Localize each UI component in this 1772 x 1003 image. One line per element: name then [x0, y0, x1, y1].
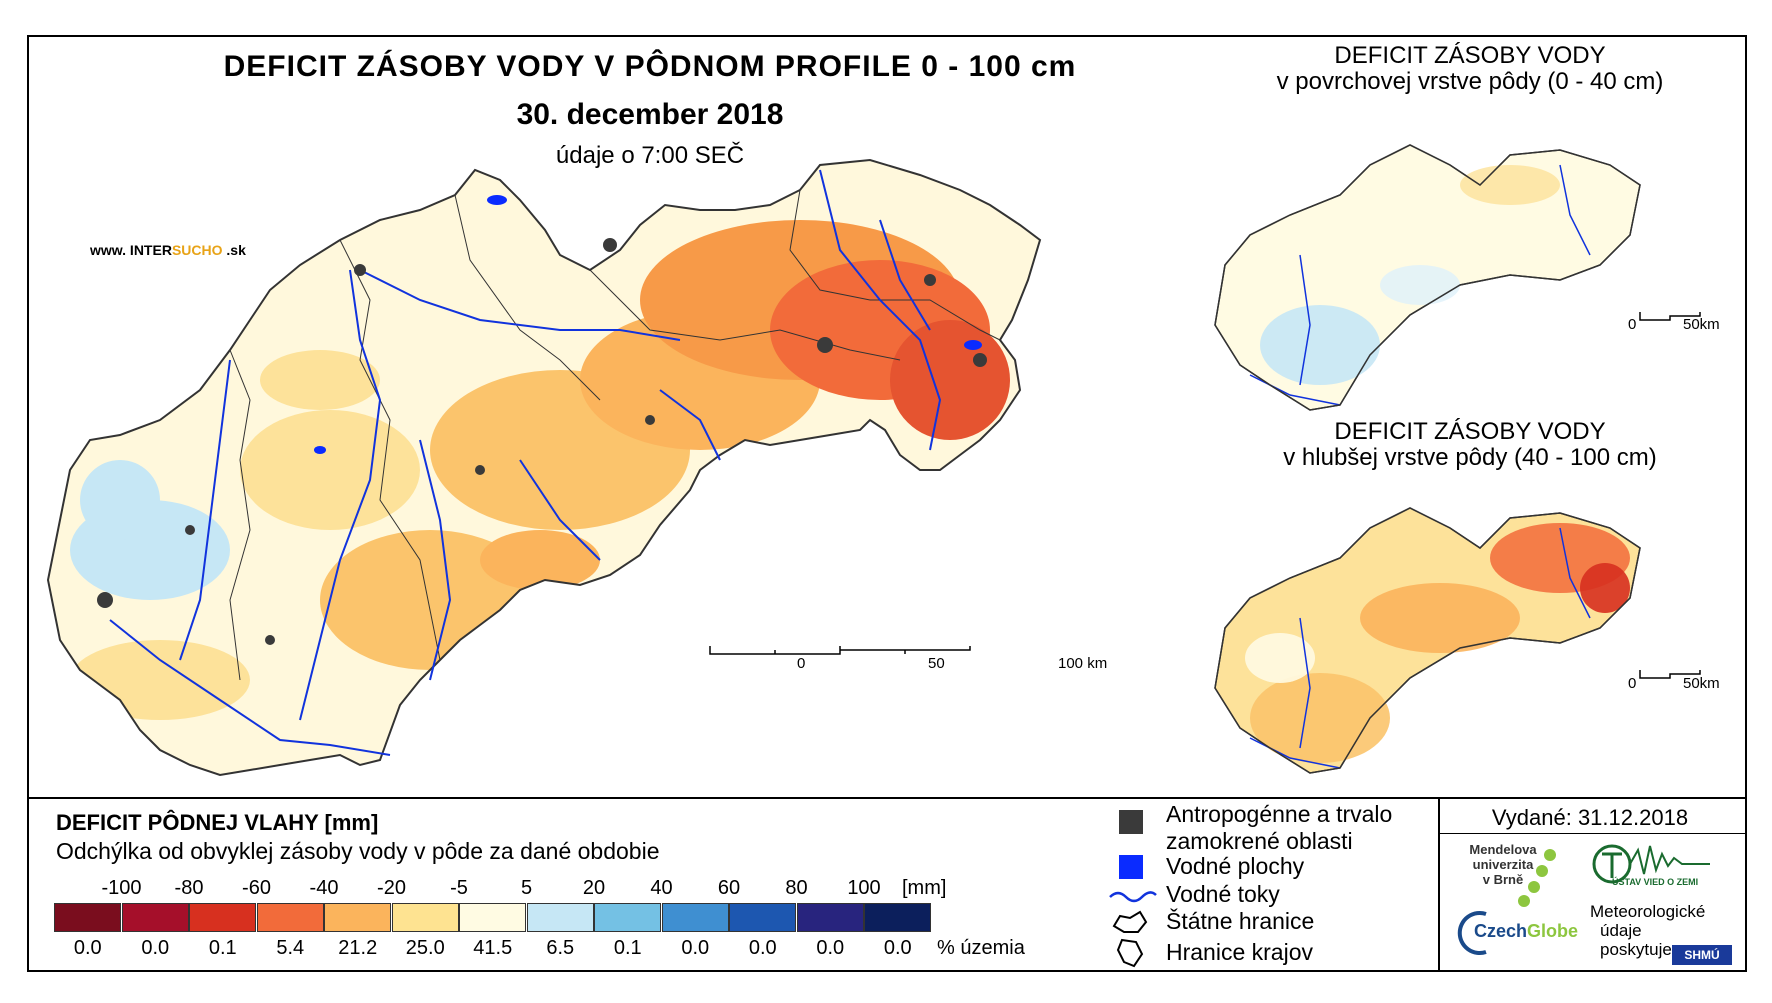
main-scale-bar [709, 646, 971, 655]
main-map [46, 158, 1042, 777]
inset-top-title-2: v povrchovej vrstve pôdy (0 - 40 cm) [1276, 68, 1664, 95]
legend-tick: -100 [101, 877, 142, 899]
legend-swatch [729, 903, 796, 932]
legend-percentage: 0.1 [613, 937, 642, 959]
legend-percentage: 5.4 [276, 937, 305, 959]
legend-tick: -60 [242, 877, 271, 899]
legend-swatch [796, 903, 864, 932]
rivers-label: Vodné toky [1166, 881, 1280, 907]
legend-tick: -5 [450, 877, 468, 899]
legend-percentage: 0.0 [748, 937, 777, 959]
legend-divider [27, 797, 1747, 799]
region-border-label: Hranice krajov [1166, 939, 1313, 965]
water-areas-label: Vodné plochy [1166, 853, 1305, 879]
legend-swatch [54, 903, 121, 932]
legend-unit: [mm] [902, 877, 947, 899]
inset-top-map [1214, 144, 1701, 411]
time-note: údaje o 7:00 SEČ [555, 142, 745, 169]
anthropogenic-swatch [1119, 810, 1143, 834]
legend-pct-unit: % územia [937, 937, 1025, 959]
uvz-logo-icon [1592, 844, 1710, 884]
legend-tick: 20 [582, 877, 606, 899]
legend-swatch [864, 903, 931, 932]
inset-bottom-map [1214, 507, 1701, 774]
legend-tick: -40 [309, 877, 339, 899]
legend-title: DEFICIT PÔDNEJ VLAHY [mm] [56, 810, 379, 835]
legend-tick: 40 [650, 877, 673, 899]
inset-top-scale-0: 0 [1628, 316, 1637, 333]
mendelu-logo: Mendelova univerzita v Brně [1469, 842, 1537, 887]
inset-top-scale-50: 50km [1683, 316, 1720, 333]
website-link[interactable]: www. INTERSUCHO .sk [90, 242, 246, 258]
uvz-logo-text: ÚSTAV VIED O ZEMI [1612, 877, 1699, 887]
legend-percentage: 0.0 [73, 937, 102, 959]
legend-percentage: 41.5 [473, 937, 513, 959]
inset-bottom-title-1: DEFICIT ZÁSOBY VODY [1334, 418, 1606, 445]
main-scale-label-50: 50 [928, 655, 945, 672]
river-icon [1109, 891, 1157, 903]
czechglobe-logo: CzechGlobe [1474, 921, 1579, 941]
legend-tick: -20 [377, 877, 406, 899]
legend-percentage: 21.2 [338, 937, 378, 959]
legend-percentage: 25.0 [405, 937, 445, 959]
legend-percentage: 0.0 [883, 937, 912, 959]
legend-percentage: 6.5 [546, 937, 575, 959]
region-border-icon [1116, 938, 1144, 968]
state-border-icon [1112, 910, 1148, 933]
legend-percentage: 0.1 [208, 937, 237, 959]
legend-swatch [594, 903, 661, 932]
main-title: DEFICIT ZÁSOBY VODY V PÔDNOM PROFILE 0 -… [223, 50, 1077, 83]
legend-tick: -80 [174, 877, 204, 899]
legend-swatch [121, 903, 189, 932]
mendelu-dots-icon [1518, 849, 1556, 907]
anthropogenic-label-2: zamokrené oblasti [1166, 828, 1353, 854]
state-border-label: Štátne hranice [1166, 908, 1315, 934]
main-scale-label-0: 0 [797, 655, 806, 672]
legend-swatch [189, 903, 256, 932]
czechglobe-arc-icon [1457, 911, 1487, 955]
legend-percentage: 0.0 [141, 937, 170, 959]
legend-swatch [661, 903, 729, 932]
main-date: 30. december 2018 [516, 98, 784, 131]
shmu-logo: SHMÚ [1672, 945, 1732, 965]
legend-tick: 60 [717, 877, 741, 899]
legend-tick: 80 [785, 877, 808, 899]
legend-swatch [256, 903, 324, 932]
anthropogenic-label-1: Antropogénne a trvalo [1166, 801, 1393, 827]
meteo-provider: Meteorologické údaje poskytuje: [1590, 902, 1706, 959]
legend-swatch [391, 903, 459, 932]
main-scale-label-100: 100 km [1058, 655, 1108, 672]
legend-swatch [324, 903, 391, 932]
inset-bottom-scale-50: 50km [1683, 675, 1720, 692]
legend-tick: 5 [520, 877, 533, 899]
issued-divider [1440, 833, 1745, 834]
legend-percentage: 0.0 [681, 937, 710, 959]
legend-percentage: 0.0 [816, 937, 845, 959]
inset-bottom-title-2: v hlubšej vrstve pôdy (40 - 100 cm) [1283, 444, 1657, 471]
legend-swatch [459, 903, 526, 932]
legend-tick: 100 [847, 877, 881, 899]
legend-swatch [526, 903, 594, 932]
legend-subtitle: Odchýlka od obvyklej zásoby vody v pôde … [56, 838, 660, 864]
inset-bottom-scale-0: 0 [1628, 675, 1637, 692]
issued-date: Vydané: 31.12.2018 [1491, 805, 1689, 830]
inset-top-title-1: DEFICIT ZÁSOBY VODY [1334, 42, 1606, 69]
map-frame [27, 35, 1747, 972]
water-area-swatch [1119, 855, 1143, 879]
logo-divider [1438, 797, 1440, 972]
